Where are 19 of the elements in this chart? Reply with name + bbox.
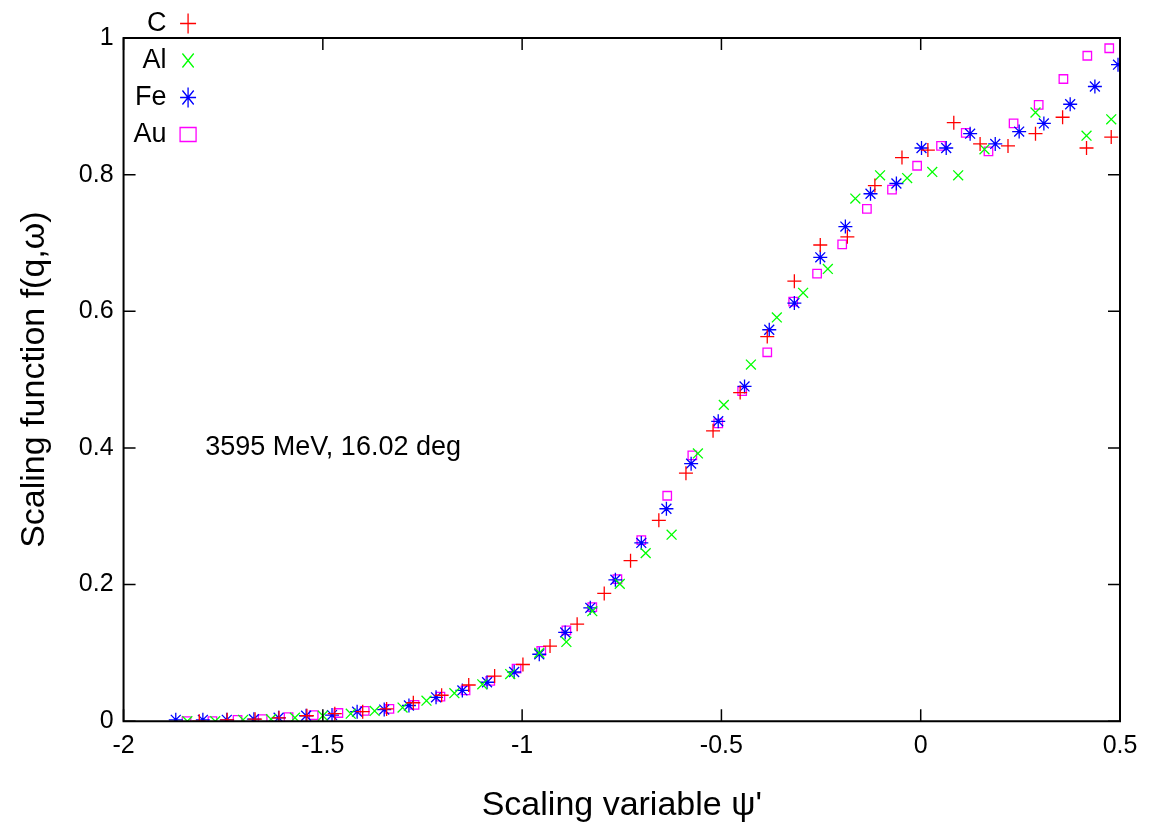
x-tick-label: -2 <box>112 730 135 759</box>
y-tick-label: 1 <box>99 21 114 50</box>
y-tick-label: 0.8 <box>78 158 114 187</box>
x-tick-label: 0.5 <box>1102 730 1138 759</box>
legend-label: Al <box>142 43 167 74</box>
x-axis-title: Scaling variable ψ' <box>481 783 762 822</box>
legend-label: C <box>147 6 167 37</box>
y-tick-label: 0.4 <box>78 431 114 460</box>
y-tick-label: 0.6 <box>78 295 114 324</box>
y-tick-label: 0 <box>99 705 114 734</box>
legend-label: Au <box>133 117 167 148</box>
x-tick-label: -0.5 <box>699 730 743 759</box>
annotation: 3595 MeV, 16.02 deg <box>205 431 461 462</box>
y-axis-title: Scaling function f(q,ω) <box>12 211 51 548</box>
legend-label: Fe <box>135 80 167 111</box>
y-tick-label: 0.2 <box>78 568 114 597</box>
x-tick-label: 0 <box>913 730 928 759</box>
x-tick-label: -1.5 <box>301 730 345 759</box>
x-tick-label: -1 <box>511 730 534 759</box>
